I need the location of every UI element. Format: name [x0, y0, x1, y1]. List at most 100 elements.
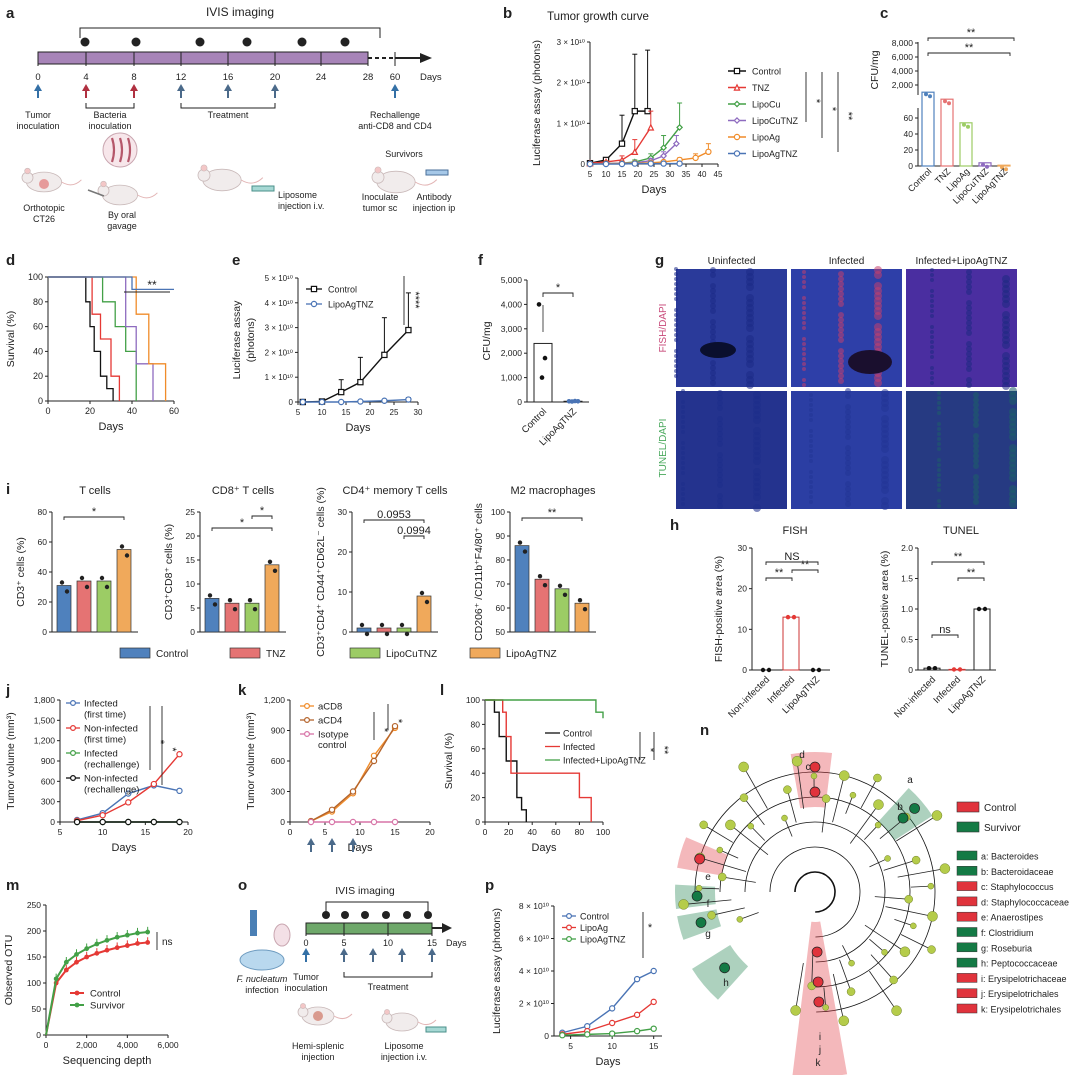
- micrograph-texture: [717, 503, 723, 509]
- micrograph-texture: [966, 356, 972, 362]
- y-axis-label: Survival (%): [443, 733, 455, 790]
- micrograph-texture: [717, 426, 723, 432]
- cladogram-node-highlight: [897, 812, 909, 824]
- data-point: [966, 124, 970, 129]
- y-tick-label: 8 × 10¹⁰: [519, 901, 550, 911]
- data-point: [424, 599, 430, 605]
- imaging-dot-icon: [424, 911, 432, 919]
- micrograph-texture: [838, 291, 844, 297]
- legend-label: LipoCu: [752, 100, 781, 110]
- cladogram-node: [678, 899, 689, 910]
- cladogram-node-highlight: [813, 996, 825, 1008]
- micrograph-texture: [930, 309, 934, 313]
- y-tick-label: 1.5: [901, 574, 913, 584]
- data-point: [932, 665, 938, 671]
- micrograph-texture: [845, 470, 851, 476]
- data-point: [99, 575, 105, 581]
- timeline-arrow-icon: [442, 923, 452, 933]
- legend-marker: [733, 150, 741, 157]
- y-axis-label: TUNEL-positive area (%): [879, 551, 891, 668]
- significance-label: **: [954, 551, 963, 563]
- significance-bracket: [251, 515, 273, 519]
- y-tick-label: 100: [466, 695, 480, 705]
- legend-marker: [304, 716, 311, 723]
- x-tick-label: 2,000: [76, 1040, 98, 1050]
- data-point: [981, 162, 985, 167]
- data-point: [951, 667, 957, 672]
- micrograph-texture: [845, 501, 851, 507]
- micrograph-texture: [845, 486, 851, 492]
- cladogram-node-highlight: [812, 976, 824, 988]
- x-tick-label: 4,000: [117, 1040, 139, 1050]
- cladogram-node-highlight: [719, 962, 730, 974]
- y-axis-label: Survival (%): [5, 311, 17, 368]
- micrograph-texture: [937, 447, 941, 451]
- micrograph-texture: [937, 478, 941, 482]
- x-tick-label: 30: [666, 170, 675, 179]
- data-point: [760, 667, 766, 673]
- micrograph-texture: [802, 296, 806, 300]
- cladogram-branch: [869, 938, 885, 953]
- y-tick-label: 20: [471, 793, 481, 803]
- y-tick-label: 10: [738, 624, 748, 634]
- mouse-tail-icon: [414, 179, 438, 186]
- y-tick-label: 300: [271, 787, 285, 797]
- micrograph-texture: [809, 413, 813, 417]
- data-point: [405, 396, 412, 403]
- cladogram-node: [899, 946, 911, 958]
- y-axis-label: CFU/mg: [869, 50, 881, 89]
- micrograph-texture: [710, 319, 716, 325]
- legend-marker: [310, 300, 318, 308]
- y-tick-label: 40: [33, 346, 43, 356]
- image-column-title: Infected: [829, 256, 865, 267]
- legend-label: aCD4: [318, 716, 342, 727]
- panel-letter: d: [6, 252, 15, 269]
- micrograph-texture: [681, 487, 685, 491]
- micrograph-texture: [845, 445, 851, 451]
- cladogram-node: [846, 987, 856, 996]
- cladogram-node: [736, 916, 744, 923]
- imaging-dot-icon: [382, 911, 390, 919]
- legend-label: Isotype: [318, 730, 349, 741]
- significance-label: *: [92, 506, 97, 518]
- chart-title: CD4⁺ memory T cells: [342, 485, 448, 497]
- micrograph-texture: [937, 463, 941, 467]
- data-point: [384, 631, 390, 637]
- x-tick-label: 80: [575, 827, 585, 837]
- micrograph-texture: [710, 360, 716, 366]
- micrograph-texture: [937, 468, 941, 472]
- y-tick-label: 4 × 10¹⁰: [265, 299, 293, 308]
- panel-letter: g: [655, 252, 664, 269]
- y-tick-label: 40: [38, 567, 48, 577]
- micrograph-texture: [802, 301, 806, 305]
- cladogram-node: [891, 1005, 902, 1016]
- micrograph-texture: [973, 433, 979, 439]
- clade-highlight-control: [790, 751, 833, 809]
- data-point: [150, 780, 158, 788]
- data-point: [582, 607, 588, 612]
- micrograph-texture: [809, 408, 813, 412]
- micrograph-texture: [710, 303, 716, 309]
- legend-label: Control: [580, 912, 609, 922]
- taxon-swatch: [956, 927, 978, 937]
- significance-label: *: [826, 107, 838, 112]
- x-tick-label: 6,000: [157, 1040, 179, 1050]
- y-tick-label: 250: [27, 900, 41, 910]
- label-tumor: inoculation: [16, 121, 59, 131]
- y-tick-label: 2.0: [901, 543, 913, 553]
- micrograph-texture: [966, 289, 972, 295]
- micrograph-texture: [973, 479, 979, 485]
- y-tick-label: 10: [338, 587, 348, 597]
- micrograph-texture: [966, 269, 972, 275]
- label-antibody: injection ip: [413, 203, 456, 213]
- micrograph-texture: [930, 355, 934, 359]
- legend-label: Control: [90, 989, 121, 1000]
- cladogram-node: [873, 773, 882, 783]
- micrograph-texture: [717, 431, 723, 437]
- micrograph-texture: [845, 419, 851, 425]
- y-tick-label: 300: [41, 797, 55, 807]
- micrograph-texture: [710, 288, 716, 294]
- data-point: [419, 590, 425, 596]
- x-tick-label: 20: [366, 408, 375, 417]
